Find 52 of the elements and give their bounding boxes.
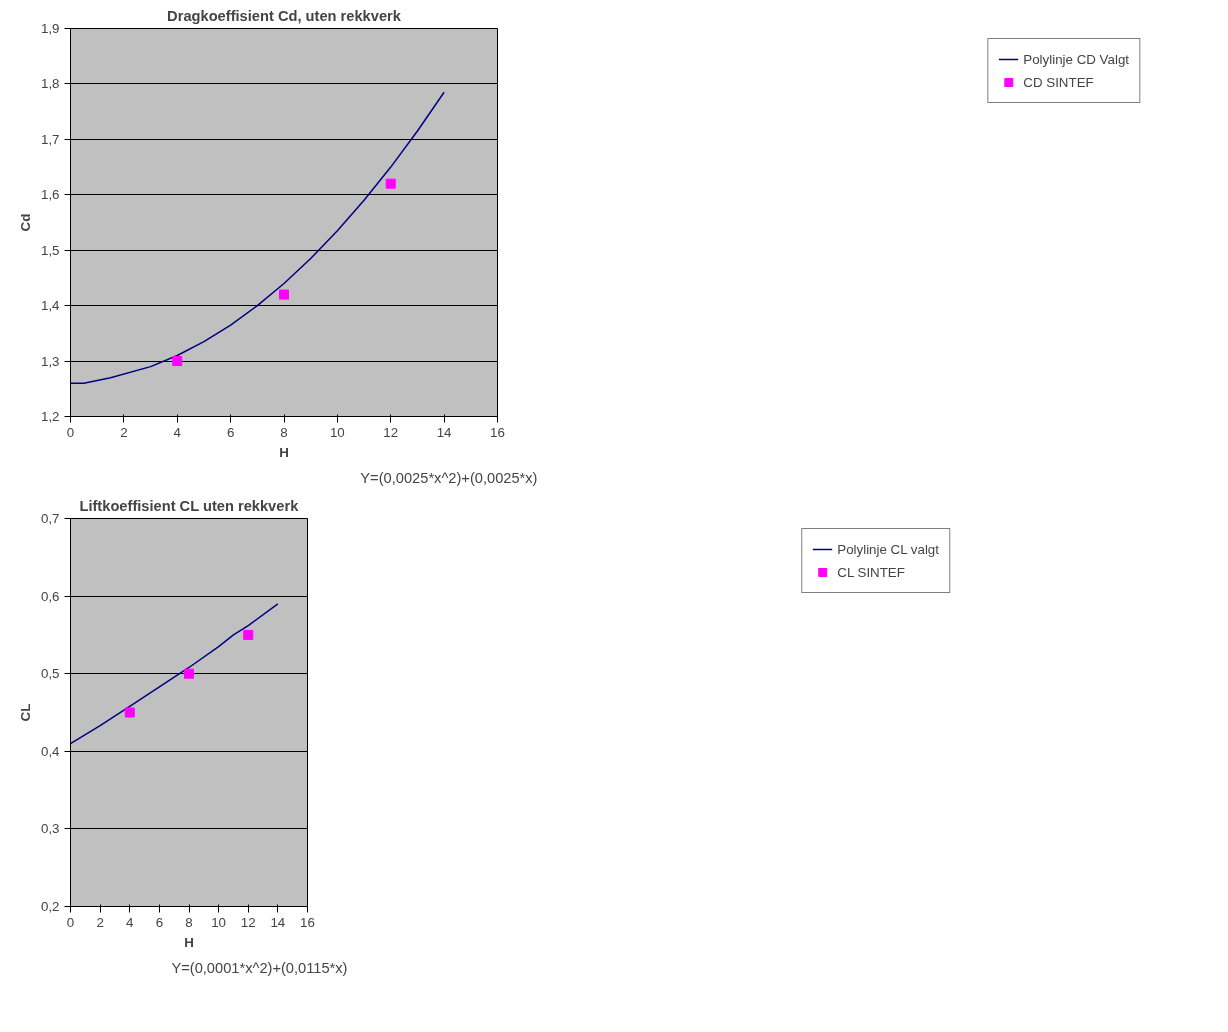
x-tick-label: 6 (155, 914, 164, 930)
x-axis-title: H (279, 444, 289, 460)
point (172, 356, 183, 367)
x-tick-label: 0 (66, 424, 75, 440)
y-tick-label: 1,9 (40, 21, 60, 36)
line-series (70, 91, 445, 384)
x-tick-label: 16 (490, 424, 505, 440)
x-tick-label: 14 (270, 914, 286, 930)
y-axis-title: Cd (17, 213, 33, 232)
x-tick-label: 6 (226, 424, 235, 440)
y-axis-title: CL (17, 703, 33, 722)
x-tick-label: 10 (211, 914, 227, 930)
y-tick-label: 1,3 (40, 353, 60, 369)
legend-label: Polylinje CL valgt (837, 541, 939, 557)
x-tick-label: 12 (240, 914, 256, 930)
point (385, 178, 396, 189)
x-axis-title: H (184, 934, 194, 950)
y-tick-label: 0,7 (40, 511, 60, 526)
y-tick-label: 1,5 (40, 242, 60, 258)
x-tick-label: 8 (280, 424, 288, 440)
x-tick-label: 0 (66, 914, 75, 930)
x-tick-label: 16 (300, 914, 315, 930)
y-tick-label: 0,5 (40, 666, 60, 682)
y-tick-label: 1,7 (40, 131, 60, 147)
point (279, 289, 289, 300)
x-tick-label: 4 (173, 424, 182, 440)
y-tick-label: 0,2 (40, 899, 60, 914)
y-tick-label: 0,4 (40, 743, 61, 759)
y-tick-label: 1,4 (40, 298, 61, 314)
x-tick-label: 2 (96, 914, 104, 930)
chart-title: Dragkoeffisient Cd, uten rekkverk (167, 7, 402, 24)
line-series (70, 603, 279, 745)
y-tick-label: 1,6 (40, 187, 60, 203)
point (243, 629, 254, 640)
x-tick-label: 10 (329, 424, 345, 440)
y-tick-label: 0,6 (40, 588, 60, 604)
legend-label: CL SINTEF (837, 564, 905, 580)
y-tick-label: 1,8 (40, 76, 60, 92)
text: Y=(0,0001*x^2)+(0,0115*x) (171, 959, 348, 976)
x-tick-label: 12 (383, 424, 399, 440)
legend-label: Polylinje CD Valgt (1023, 51, 1129, 67)
chart-title: Liftkoeffisient CL uten rekkverk (79, 497, 300, 514)
text: Y=(0,0025*x^2)+(0,0025*x) (360, 469, 538, 486)
x-tick-label: 14 (436, 424, 453, 440)
y-tick-label: 1,2 (40, 409, 60, 424)
legend-label: CD SINTEF (1023, 74, 1094, 90)
x-tick-label: 2 (120, 424, 128, 440)
y-tick-label: 0,3 (40, 821, 60, 837)
x-tick-label: 8 (185, 914, 193, 930)
point (124, 707, 135, 718)
point (184, 668, 194, 679)
x-tick-label: 4 (126, 914, 135, 930)
